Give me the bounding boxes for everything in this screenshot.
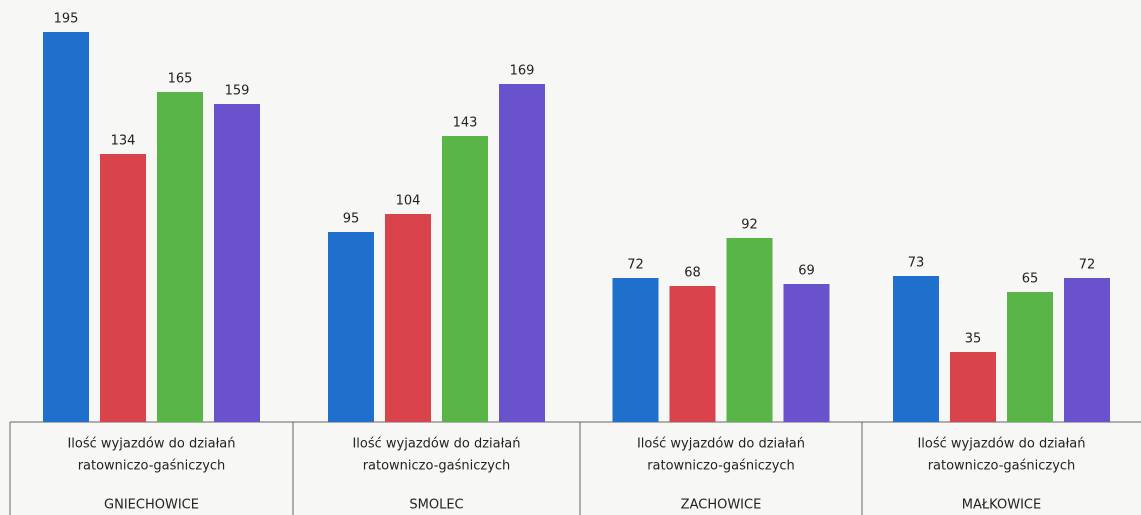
bar	[950, 352, 996, 422]
bar	[385, 214, 431, 422]
category-description: ratowniczo-gaśniczych	[78, 459, 226, 474]
category-description: Ilość wyjazdów do działań	[637, 437, 805, 452]
x-tick-label: GNIECHOWICE	[104, 498, 199, 513]
value-label: 104	[396, 194, 421, 209]
category-description: ratowniczo-gaśniczych	[363, 459, 511, 474]
bar	[669, 286, 716, 422]
value-label: 159	[225, 84, 250, 99]
bar	[214, 104, 260, 422]
value-label: 95	[343, 212, 360, 227]
bar	[442, 136, 488, 422]
bar	[499, 84, 545, 422]
bar	[100, 154, 146, 422]
value-label: 69	[798, 264, 815, 279]
bar	[157, 92, 203, 422]
value-label: 195	[54, 12, 79, 27]
value-label: 143	[453, 116, 478, 131]
bar	[43, 32, 89, 422]
category-description: ratowniczo-gaśniczych	[647, 459, 795, 474]
bar	[783, 284, 830, 422]
bar	[612, 278, 659, 422]
bar	[893, 276, 939, 422]
x-tick-label: SMOLEC	[409, 498, 463, 513]
value-label: 73	[908, 256, 925, 271]
bar	[1007, 292, 1053, 422]
value-label: 92	[741, 218, 758, 233]
bar	[328, 232, 374, 422]
x-tick-label: ZACHOWICE	[681, 498, 762, 513]
value-label: 169	[510, 64, 535, 79]
value-label: 35	[965, 332, 982, 347]
category-description: ratowniczo-gaśniczych	[928, 459, 1076, 474]
value-label: 72	[627, 258, 644, 273]
bar	[1064, 278, 1110, 422]
value-label: 65	[1022, 272, 1039, 287]
category-description: Ilość wyjazdów do działań	[67, 437, 235, 452]
bar	[726, 238, 773, 422]
x-tick-label: MAŁKOWICE	[962, 498, 1041, 513]
value-label: 134	[111, 134, 136, 149]
value-label: 68	[684, 266, 701, 281]
value-label: 165	[168, 72, 193, 87]
category-description: Ilość wyjazdów do działań	[917, 437, 1085, 452]
value-label: 72	[1079, 258, 1096, 273]
category-description: Ilość wyjazdów do działań	[352, 437, 520, 452]
